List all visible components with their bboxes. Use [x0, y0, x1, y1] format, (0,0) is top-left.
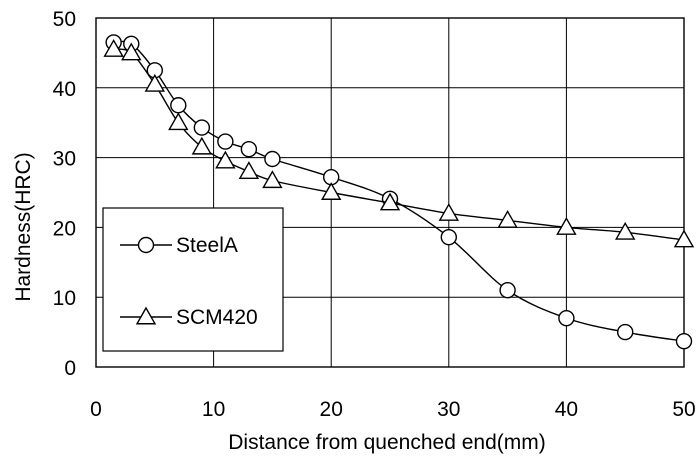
data-point-scm420 — [673, 229, 695, 248]
data-point-scm420 — [238, 161, 260, 180]
y-tick-label: 50 — [53, 8, 76, 31]
data-point-scm420 — [262, 170, 283, 189]
data-point-scm420 — [379, 192, 401, 211]
y-tick-label: 0 — [64, 357, 76, 380]
legend-box — [102, 207, 284, 352]
data-point-steela — [170, 97, 187, 114]
y-tick-label: 30 — [53, 148, 76, 171]
y-tick-label: 20 — [53, 217, 76, 240]
x-tick-label: 20 — [320, 398, 343, 421]
plot-frame — [95, 17, 685, 368]
data-point-steela — [617, 323, 634, 341]
legend-symbol-scm420 — [120, 306, 172, 325]
y-tick-label: 10 — [53, 287, 76, 310]
data-point-steela — [675, 332, 693, 350]
data-point-scm420 — [103, 38, 124, 57]
x-tick-label: 30 — [437, 398, 460, 421]
legend-marker-scm420 — [135, 306, 157, 325]
legend-label-steela: SteelA — [176, 234, 238, 257]
legend-symbol-steela — [120, 236, 172, 254]
y-axis-title: Hardness(HRC) — [12, 152, 35, 301]
data-point-scm420 — [497, 210, 518, 228]
series-layer — [103, 34, 695, 350]
data-point-scm420 — [320, 182, 342, 200]
data-point-steela — [217, 133, 234, 150]
legend-marker-steela — [137, 236, 155, 254]
y-tick-label: 40 — [53, 78, 76, 101]
data-point-scm420 — [191, 136, 213, 155]
legend-label-scm420: SCM420 — [176, 306, 258, 329]
data-point-steela — [499, 282, 516, 299]
legend: SteelA SCM420 — [102, 207, 284, 352]
data-point-steela — [193, 119, 211, 136]
data-point-steela — [440, 228, 457, 246]
data-point-scm420 — [121, 42, 142, 61]
series-scm420 — [103, 38, 695, 248]
data-point-scm420 — [556, 216, 577, 235]
data-point-steela — [558, 309, 575, 327]
x-tick-label: 0 — [90, 398, 102, 421]
grid — [95, 17, 685, 368]
data-point-scm420 — [144, 73, 166, 92]
x-tick-label: 40 — [555, 398, 578, 421]
data-point-scm420 — [215, 150, 236, 169]
x-tick-label: 10 — [202, 398, 225, 421]
data-point-scm420 — [614, 221, 636, 240]
tick-labels: 0 10 20 30 40 50 0 10 20 30 40 50 — [53, 8, 696, 421]
x-tick-label: 50 — [672, 398, 695, 421]
data-point-scm420 — [168, 112, 189, 131]
data-point-steela — [264, 150, 281, 168]
data-point-scm420 — [438, 203, 460, 221]
data-point-steela — [240, 141, 258, 158]
x-axis-title: Distance from quenched end(mm) — [228, 431, 545, 454]
